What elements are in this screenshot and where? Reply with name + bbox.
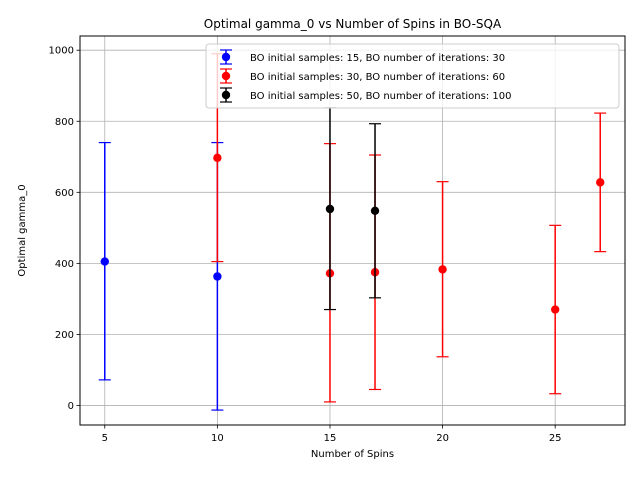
legend-marker [221, 52, 231, 62]
x-axis-label: Number of Spins [311, 449, 394, 460]
x-tick-label: 10 [211, 433, 224, 444]
plot-frame [79, 35, 626, 426]
legend-label: BO initial samples: 50, BO number of ite… [250, 91, 511, 102]
y-tick-label: 400 [55, 259, 74, 270]
y-tick-label: 800 [55, 117, 74, 128]
x-tick-label: 5 [102, 433, 108, 444]
x-tick-label: 20 [436, 433, 449, 444]
data-point [213, 153, 222, 163]
data-point [100, 257, 109, 266]
y-axis-label: Optimal gamma_0 [17, 184, 28, 276]
y-tick-label: 200 [55, 330, 74, 341]
y-tick-label: 1000 [49, 46, 74, 57]
x-tick-label: 25 [549, 433, 562, 444]
y-tick-label: 600 [55, 188, 74, 199]
legend-marker [221, 71, 231, 81]
legend-marker [221, 90, 231, 100]
legend-label: BO initial samples: 15, BO number of ite… [250, 53, 505, 64]
legend: BO initial samples: 15, BO number of ite… [205, 43, 620, 109]
chart-title: Optimal gamma_0 vs Number of Spins in BO… [204, 17, 502, 31]
data-point [550, 305, 560, 314]
y-tick-label: 0 [68, 401, 74, 412]
data-point [596, 178, 605, 187]
data-point [213, 272, 222, 281]
legend-label: BO initial samples: 30, BO number of ite… [250, 72, 505, 83]
axis-ticks: 5 10 15 20 25 0 200 400 600 800 1000 [49, 46, 562, 444]
plot-data [98, 53, 607, 411]
x-tick-label: 15 [324, 433, 337, 444]
data-point [438, 265, 447, 274]
data-point [325, 204, 335, 214]
legend-box [205, 43, 620, 109]
data-point [370, 206, 380, 215]
